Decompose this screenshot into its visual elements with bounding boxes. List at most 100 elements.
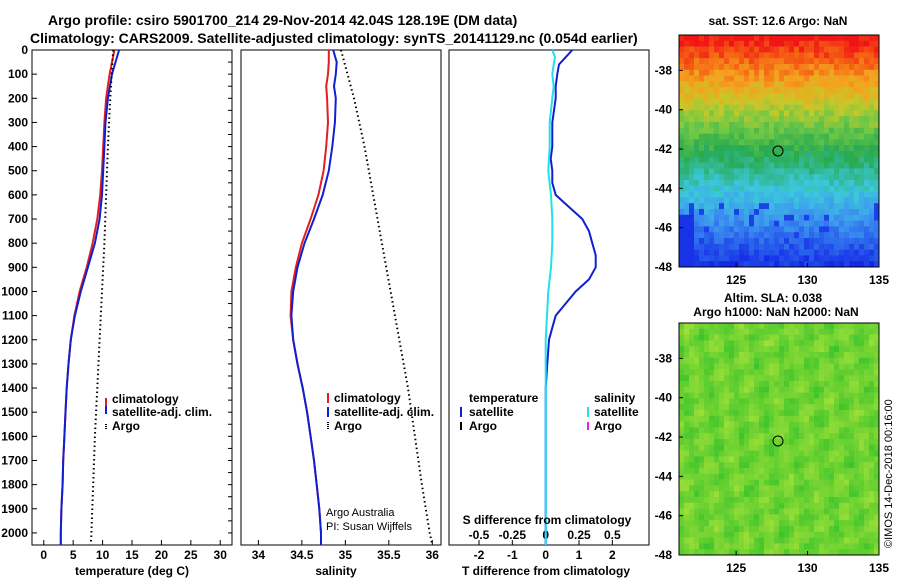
sst-cell (829, 238, 835, 245)
sst-cell (864, 191, 870, 198)
sla-cell (789, 502, 795, 509)
sla-cell (754, 549, 760, 556)
sst-cell (869, 46, 875, 53)
sla-cell (819, 340, 825, 347)
sst-cell (839, 116, 845, 123)
sst-cell (854, 220, 860, 227)
sst-cell (819, 93, 825, 100)
sst-cell (739, 232, 745, 239)
sla-cell (869, 375, 875, 382)
sst-cell (719, 180, 725, 187)
sst-cell (719, 139, 725, 146)
sla-cell (784, 479, 790, 486)
sst-cell (869, 98, 875, 105)
sst-cell (769, 35, 775, 42)
sst-cell (679, 156, 685, 163)
sst-cell (819, 226, 825, 233)
sst-cell (839, 58, 845, 65)
sst-cell (854, 122, 860, 129)
sst-cell (684, 261, 690, 268)
sla-cell (774, 450, 780, 457)
sst-cell (789, 98, 795, 105)
depth-tick-label: 1600 (1, 429, 28, 443)
sst-cell (724, 185, 730, 192)
sla-cell (799, 334, 805, 341)
sst-cell (779, 122, 785, 129)
depth-tick-label: 300 (8, 115, 28, 129)
sst-cell (694, 162, 700, 169)
sla-cell (739, 439, 745, 446)
sst-cell (709, 93, 715, 100)
sst-cell (869, 64, 875, 71)
sla-cell (714, 427, 720, 434)
sst-cell (729, 214, 735, 221)
sst-cell (749, 110, 755, 117)
sst-cell (819, 209, 825, 216)
sla-cell (759, 340, 765, 347)
sla-cell (849, 357, 855, 364)
sla-cell (839, 346, 845, 353)
sla-cell (874, 508, 880, 515)
sst-cell (789, 64, 795, 71)
sst-cell (829, 35, 835, 42)
sla-cell (849, 531, 855, 538)
sla-cell (869, 369, 875, 376)
sla-cell (739, 468, 745, 475)
sst-cell (794, 180, 800, 187)
sst-cell (794, 238, 800, 245)
sla-cell (789, 520, 795, 527)
sla-cell (839, 450, 845, 457)
sla-cell (794, 479, 800, 486)
sst-cell (849, 226, 855, 233)
sla-cell (699, 514, 705, 521)
sla-cell (779, 334, 785, 341)
sla-cell (754, 508, 760, 515)
sla-cell (749, 369, 755, 376)
sst-cell (819, 75, 825, 82)
sla-cell (714, 386, 720, 393)
sst-cell (679, 93, 685, 100)
sst-cell (824, 214, 830, 221)
sla-cell (769, 328, 775, 335)
sla-cell (769, 404, 775, 411)
sla-cell (869, 502, 875, 509)
sst-cell (724, 145, 730, 152)
sst-cell (874, 58, 880, 65)
sla-cell (799, 410, 805, 417)
sst-cell (754, 52, 760, 59)
sst-cell (774, 58, 780, 65)
sla-cell (824, 479, 830, 486)
sla-cell (829, 450, 835, 457)
sst-cell (819, 197, 825, 204)
sla-cell (754, 386, 760, 393)
sst-cell (869, 243, 875, 250)
sla-cell (734, 427, 740, 434)
sst-cell (729, 93, 735, 100)
sla-cell (774, 473, 780, 480)
sla-cell (739, 497, 745, 504)
sst-cell (819, 122, 825, 129)
sst-cell (679, 122, 685, 129)
sla-cell (799, 340, 805, 347)
sla-cell (699, 386, 705, 393)
sla-cell (729, 514, 735, 521)
sst-cell (704, 180, 710, 187)
sst-cell (874, 87, 880, 94)
sst-cell (679, 52, 685, 59)
sla-cell (849, 334, 855, 341)
sst-cell (744, 40, 750, 47)
sla-cell (824, 549, 830, 556)
sst-cell (864, 162, 870, 169)
sla-cell (859, 531, 865, 538)
sst-cell (684, 191, 690, 198)
sst-cell (804, 139, 810, 146)
sla-cell (729, 363, 735, 370)
sst-cell (869, 58, 875, 65)
sla-cell (869, 328, 875, 335)
depth-tick-label: 1700 (1, 453, 28, 467)
sla-cell (814, 323, 820, 330)
sla-cell (714, 520, 720, 527)
sst-cell (699, 139, 705, 146)
sla-cell (744, 427, 750, 434)
sst-cell (714, 104, 720, 111)
